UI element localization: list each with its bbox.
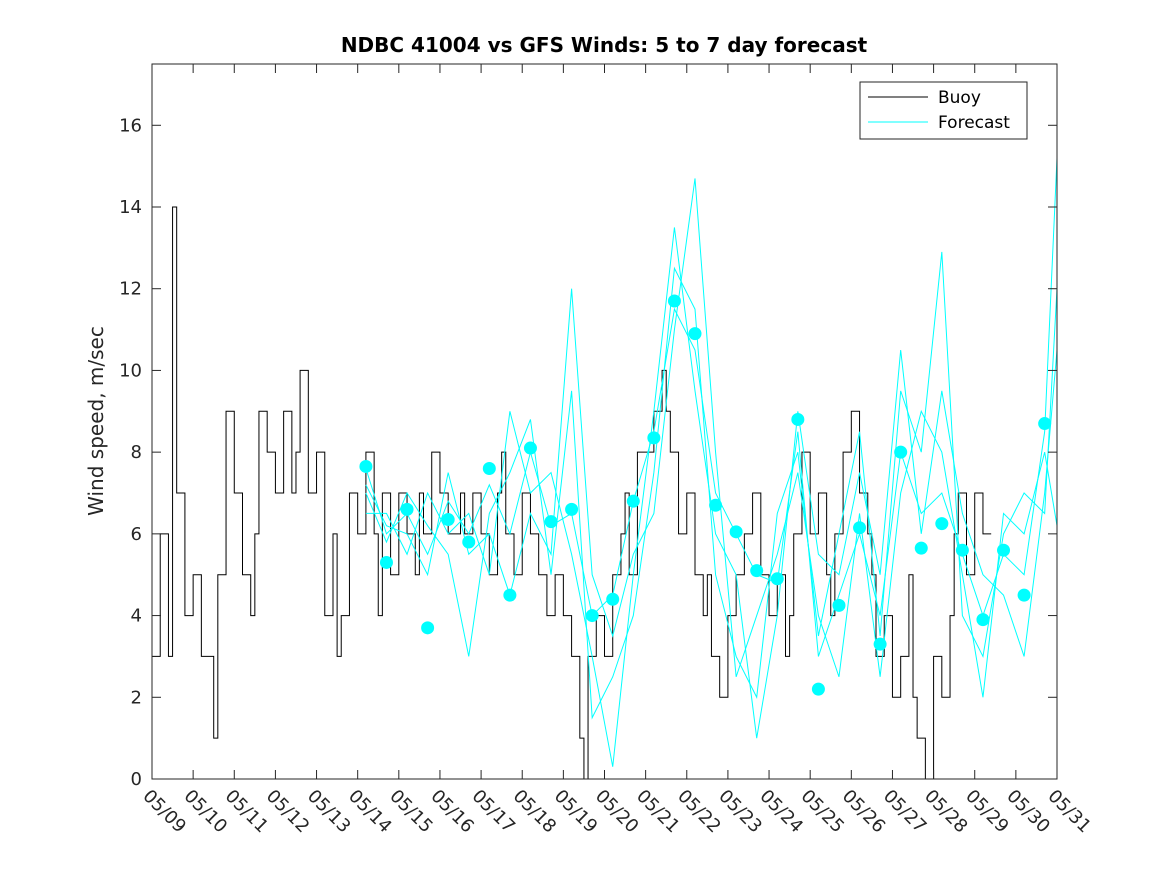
forecast-marker [441, 513, 455, 527]
forecast-marker [750, 564, 764, 578]
series-line-forecast-3 [365, 227, 1057, 767]
legend: Buoy Forecast [859, 81, 1028, 140]
forecast-marker [811, 682, 825, 696]
forecast-marker [853, 521, 867, 535]
y-tick-label: 0 [131, 769, 142, 790]
forecast-marker [523, 441, 537, 455]
forecast-marker [585, 609, 599, 623]
forecast-marker [462, 535, 476, 549]
forecast-marker [400, 502, 414, 516]
forecast-marker [626, 494, 640, 508]
forecast-marker [544, 515, 558, 529]
forecast-marker [359, 459, 373, 473]
forecast-marker [955, 543, 969, 557]
forecast-marker [688, 327, 702, 341]
y-tick-label: 6 [131, 524, 142, 545]
forecast-marker [791, 412, 805, 426]
series-line-forecast-4 [365, 178, 1057, 698]
y-tick-label: 4 [131, 606, 142, 627]
legend-box [859, 81, 1028, 140]
forecast-marker [482, 461, 496, 475]
forecast-marker [997, 543, 1011, 557]
y-tick-label: 14 [119, 197, 142, 218]
y-tick-label: 2 [131, 687, 142, 708]
chart-title: NDBC 41004 vs GFS Winds: 5 to 7 day fore… [341, 33, 868, 57]
y-axis-label: Wind speed, m/sec [84, 326, 108, 516]
forecast-marker [914, 541, 928, 555]
forecast-marker [667, 294, 681, 308]
forecast-marker [606, 592, 620, 606]
forecast-marker [729, 525, 743, 539]
forecast-marker [935, 517, 949, 531]
forecast-marker [565, 502, 579, 516]
plot-area [152, 157, 1057, 779]
forecast-marker [832, 598, 846, 612]
series-line-forecast-1 [365, 157, 1057, 657]
forecast-marker [421, 621, 435, 635]
y-tick-label: 16 [119, 115, 142, 136]
series-line-forecast-2 [365, 251, 1057, 720]
forecast-marker [894, 445, 908, 459]
forecast-marker [1017, 588, 1031, 602]
forecast-marker [1038, 417, 1052, 431]
forecast-marker [976, 613, 990, 627]
forecast-marker [873, 637, 887, 651]
forecast-marker [647, 431, 661, 445]
legend-label-forecast: Forecast [938, 113, 1010, 133]
y-tick-label: 10 [119, 360, 142, 381]
forecast-marker [770, 572, 784, 586]
forecast-marker [379, 555, 393, 569]
legend-label-buoy: Buoy [938, 88, 981, 108]
y-tick-label: 12 [119, 279, 142, 300]
series-line-buoy [152, 206, 992, 779]
forecast-marker [503, 588, 517, 602]
y-tick-label: 8 [131, 442, 142, 463]
forecast-marker [709, 498, 723, 512]
